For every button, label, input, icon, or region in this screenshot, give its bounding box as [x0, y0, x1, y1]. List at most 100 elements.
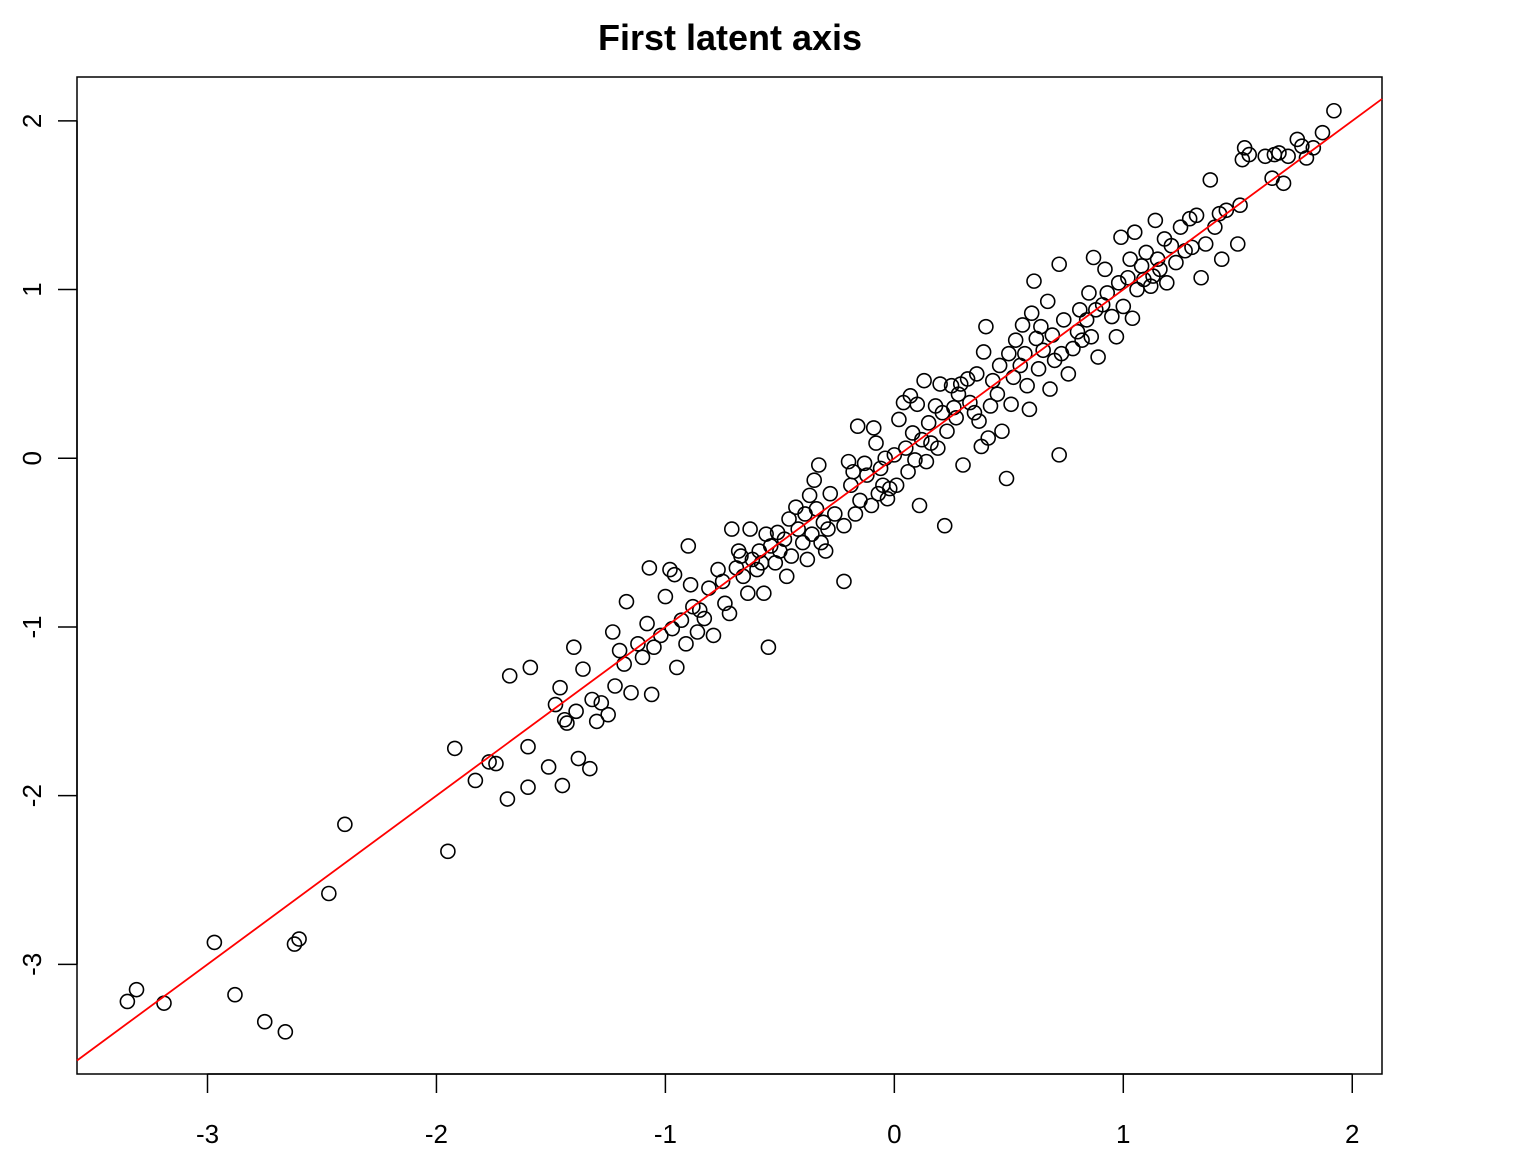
data-point	[978, 318, 994, 335]
data-point	[467, 772, 484, 789]
data-point	[879, 490, 896, 507]
x-axis: -3 -2 -1 0 1 2	[196, 1073, 1359, 1149]
data-point	[762, 538, 779, 554]
data-point	[570, 750, 587, 767]
data-point	[227, 986, 243, 1003]
y-tick-label: 1	[17, 282, 47, 296]
data-point	[556, 711, 573, 728]
data-point	[1019, 377, 1035, 394]
data-point	[616, 656, 632, 672]
data-point	[1314, 124, 1331, 141]
data-point	[740, 585, 756, 602]
data-point	[975, 344, 992, 360]
data-point	[733, 548, 749, 564]
data-point	[646, 639, 662, 656]
data-point	[618, 593, 635, 610]
data-point	[1097, 261, 1113, 278]
data-point	[756, 585, 772, 602]
data-point	[721, 605, 738, 622]
data-point	[742, 521, 758, 537]
data-point	[788, 499, 804, 515]
data-point	[440, 843, 456, 860]
data-point	[723, 521, 740, 537]
data-point	[776, 531, 793, 548]
data-point	[552, 679, 568, 696]
data-point	[540, 759, 557, 775]
data-point	[998, 470, 1015, 487]
data-point	[817, 543, 834, 559]
data-point	[630, 636, 646, 652]
data-point	[1069, 323, 1086, 340]
data-point	[666, 566, 683, 583]
data-point	[836, 517, 852, 534]
x-tick-label: -3	[196, 1119, 219, 1149]
data-point	[863, 497, 880, 514]
data-point	[936, 517, 953, 534]
data-point	[520, 738, 536, 755]
data-point	[820, 521, 836, 537]
points-layer	[119, 102, 1342, 1040]
data-point	[982, 398, 999, 414]
y-axis: -3 -2 -1 0 1 2	[17, 114, 78, 976]
data-point	[900, 463, 916, 480]
y-tick-label: 0	[17, 451, 47, 465]
data-point	[119, 993, 136, 1010]
data-point	[1044, 327, 1061, 343]
data-point	[641, 560, 658, 576]
data-point	[907, 452, 923, 468]
reference-line	[76, 98, 1383, 1062]
data-point	[714, 573, 731, 590]
data-point	[1074, 332, 1090, 348]
data-point	[897, 440, 914, 456]
data-point	[783, 548, 800, 564]
data-point	[1120, 269, 1136, 286]
data-point	[286, 936, 303, 952]
data-point	[593, 695, 610, 711]
data-point	[1039, 293, 1056, 310]
data-point	[1051, 447, 1067, 463]
data-point	[717, 595, 733, 612]
data-point	[634, 649, 651, 666]
data-point	[662, 561, 678, 578]
data-point	[128, 981, 145, 998]
data-point	[547, 696, 564, 713]
data-point	[1110, 275, 1127, 291]
data-point	[918, 453, 935, 470]
y-tick-label: -3	[17, 953, 47, 976]
data-point	[689, 624, 706, 640]
data-point	[1030, 361, 1047, 377]
data-point	[840, 453, 857, 470]
data-point	[1326, 102, 1342, 119]
data-point	[1202, 172, 1219, 188]
data-point	[1197, 236, 1214, 252]
data-point	[1113, 229, 1129, 246]
data-point	[678, 636, 694, 652]
data-point	[991, 357, 1008, 374]
data-point	[1108, 328, 1125, 345]
data-point	[1003, 396, 1019, 413]
data-point	[1083, 328, 1100, 345]
data-point	[1021, 401, 1038, 418]
data-point	[1081, 285, 1097, 301]
data-point	[499, 791, 516, 807]
data-point	[911, 497, 928, 514]
x-tick-label: 2	[1345, 1119, 1359, 1149]
data-point	[566, 639, 582, 656]
data-point	[909, 396, 926, 413]
data-point	[1142, 278, 1159, 294]
data-point	[1090, 349, 1106, 365]
data-point	[1023, 305, 1040, 321]
data-point	[623, 684, 639, 701]
data-point	[813, 534, 829, 551]
data-point	[950, 386, 967, 402]
data-point	[1014, 317, 1031, 333]
data-point	[916, 372, 932, 389]
x-tick-label: 1	[1116, 1119, 1130, 1149]
x-tick-label: -1	[654, 1119, 677, 1149]
data-point	[643, 686, 660, 703]
data-point	[607, 678, 623, 694]
data-point	[822, 485, 839, 502]
data-point	[446, 740, 463, 757]
data-point	[1305, 140, 1322, 156]
y-tick-label: -2	[17, 784, 47, 807]
